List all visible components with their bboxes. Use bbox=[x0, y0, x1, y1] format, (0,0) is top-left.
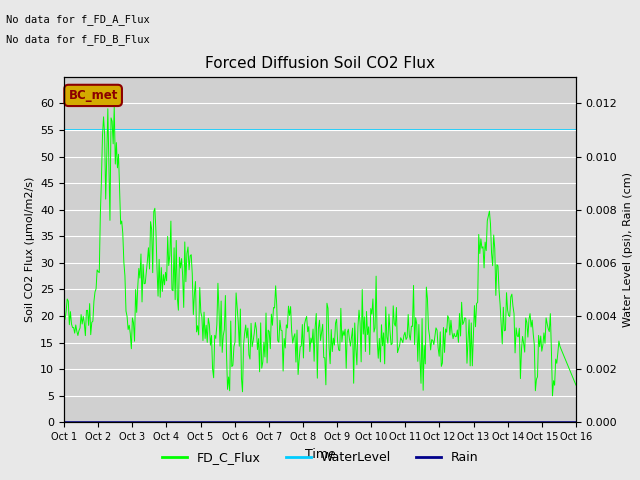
Legend: FD_C_Flux, WaterLevel, Rain: FD_C_Flux, WaterLevel, Rain bbox=[157, 446, 483, 469]
Y-axis label: Soil CO2 Flux (μmol/m2/s): Soil CO2 Flux (μmol/m2/s) bbox=[24, 177, 35, 322]
X-axis label: Time: Time bbox=[305, 448, 335, 461]
Text: BC_met: BC_met bbox=[68, 89, 118, 102]
Text: No data for f_FD_A_Flux: No data for f_FD_A_Flux bbox=[6, 14, 150, 25]
Title: Forced Diffusion Soil CO2 Flux: Forced Diffusion Soil CO2 Flux bbox=[205, 57, 435, 72]
Text: No data for f_FD_B_Flux: No data for f_FD_B_Flux bbox=[6, 34, 150, 45]
Y-axis label: Water Level (psi), Rain (cm): Water Level (psi), Rain (cm) bbox=[623, 172, 633, 327]
